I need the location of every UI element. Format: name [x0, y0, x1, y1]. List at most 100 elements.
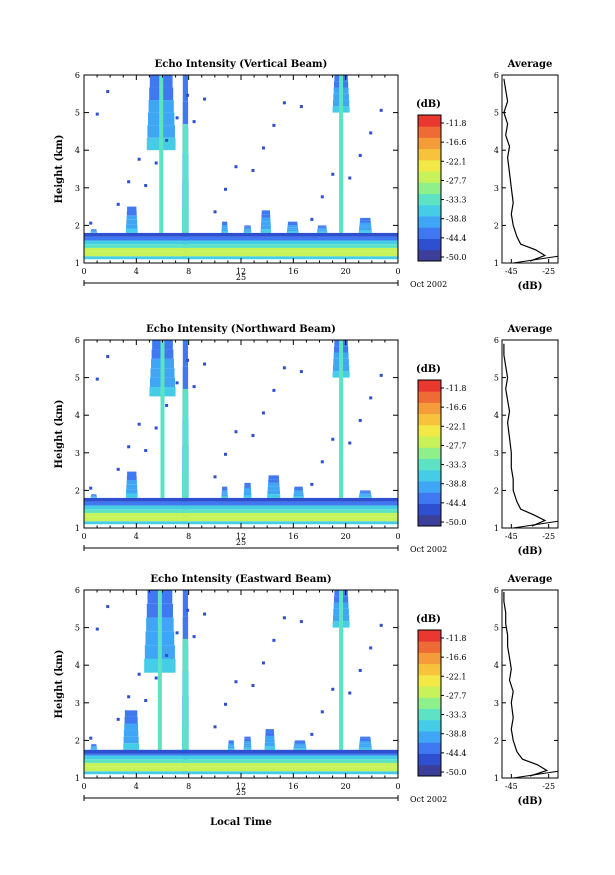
x-tick-label: 20 — [341, 267, 351, 276]
colorbar-tick-label: -27.7 — [446, 441, 467, 450]
chart-title: Echo Intensity (Eastward Beam) — [150, 574, 331, 585]
echo-plume-cell — [261, 217, 271, 222]
echo-plume-cell — [90, 231, 97, 232]
y-tick-label: 2 — [75, 486, 80, 495]
echo-speckle — [272, 638, 276, 642]
colorbar-segment — [418, 227, 441, 239]
echo-plume-cell — [293, 494, 304, 497]
y-tick-label: 2 — [75, 221, 80, 230]
y-tick-label: 5 — [75, 374, 80, 383]
echo-plume-cell — [125, 228, 138, 233]
echo-plume-cell — [228, 740, 234, 742]
echo-plume-cell — [91, 229, 97, 230]
echo-plume-cell — [286, 231, 299, 233]
average-x-tick-label: -25 — [542, 782, 555, 791]
echo-plume-cell — [359, 222, 372, 226]
colorbar-segment — [418, 742, 441, 754]
y-tick-label: 1 — [75, 524, 80, 533]
echo-plume-cell — [294, 486, 303, 489]
average-x-axis-label: (dB) — [518, 546, 543, 557]
echo-plume-cell — [360, 217, 371, 221]
echo-plume-cell — [267, 482, 280, 487]
echo-plume-cell — [358, 230, 372, 233]
average-profile-line — [503, 591, 549, 777]
y-tick-label: 3 — [75, 699, 80, 708]
echo-plume-cell — [123, 736, 139, 744]
y-tick-label: 6 — [75, 336, 80, 345]
colorbar-segment — [418, 630, 441, 642]
x-tick-label: 12 — [236, 782, 246, 791]
average-y-tick-label: 1 — [494, 774, 499, 783]
colorbar-tick-label: -50.0 — [446, 768, 467, 777]
echo-plume-cell — [182, 101, 189, 128]
echo-speckle — [137, 157, 141, 161]
colorbar-tick-label: -22.1 — [446, 672, 467, 681]
echo-plume-cell — [293, 746, 307, 749]
echo-speckle — [89, 736, 93, 740]
echo-column — [182, 638, 189, 775]
echo-plume-cell — [287, 225, 298, 228]
echo-speckle — [261, 661, 265, 665]
colorbar-segment — [418, 686, 441, 698]
echo-speckle — [369, 131, 373, 135]
x-tick-label: 20 — [341, 782, 351, 791]
echo-speckle — [379, 623, 383, 627]
echo-plume-cell — [228, 743, 235, 746]
colorbar-segment — [418, 182, 441, 195]
colorbar-tick-label: -38.8 — [446, 480, 467, 489]
boundary-layer-band — [84, 251, 398, 257]
echo-plume-cell — [261, 221, 271, 226]
colorbar-tick-label: -50.0 — [446, 253, 467, 262]
date-label: Oct 2002 — [410, 545, 447, 554]
echo-speckle — [95, 377, 99, 381]
colorbar-tick-label: -33.3 — [446, 711, 467, 720]
y-tick-label: 1 — [75, 774, 80, 783]
echo-plume-cell — [244, 487, 251, 491]
echo-plume-cell — [182, 590, 188, 617]
echo-plume-cell — [243, 747, 252, 750]
echo-plume-cell — [317, 229, 327, 231]
colorbar-segment — [418, 380, 441, 392]
average-y-tick-label: 1 — [494, 259, 499, 268]
echo-plume-cell — [244, 226, 251, 228]
x-tick-label: 0 — [81, 532, 86, 541]
echo-plume-cell — [90, 748, 98, 750]
echo-plume-cell — [244, 485, 251, 488]
day-label: 25 — [236, 538, 246, 547]
echo-plume-cell — [221, 488, 228, 491]
echo-speckle — [282, 366, 286, 370]
average-x-tick-label: -25 — [542, 267, 555, 276]
echo-speckle — [234, 165, 238, 169]
echo-speckle — [95, 112, 99, 116]
echo-speckle — [379, 373, 383, 377]
colorbar-tick-label: -50.0 — [446, 518, 467, 527]
echo-speckle — [144, 184, 148, 188]
average-y-tick-label: 2 — [494, 736, 499, 745]
boundary-layer-band — [84, 236, 398, 241]
echo-plume-cell — [317, 230, 328, 232]
echo-speckle — [192, 120, 196, 124]
y-tick-label: 1 — [75, 259, 80, 268]
echo-plume-cell — [293, 748, 307, 750]
x-tick-label: 4 — [134, 782, 139, 791]
average-x-tick-label: -25 — [542, 532, 555, 541]
echo-plume-cell — [316, 231, 328, 233]
average-profile-surface-trace — [513, 520, 559, 529]
colorbar-segment — [418, 447, 441, 460]
boundary-layer-band — [84, 509, 398, 513]
echo-plume-cell — [360, 490, 371, 492]
colorbar-segment — [418, 193, 441, 206]
echo-speckle — [106, 355, 110, 359]
colorbar-segment — [418, 503, 441, 516]
colorbar-tick-label: -33.3 — [446, 196, 467, 205]
colorbar-segment — [418, 469, 441, 482]
echo-plume-cell — [244, 227, 251, 230]
echo-speckle — [213, 475, 217, 479]
echo-speckle — [320, 460, 324, 464]
x-tick-label: 16 — [288, 782, 298, 791]
echo-plume-cell — [359, 495, 372, 497]
echo-plume-cell — [221, 223, 228, 226]
echo-plume-cell — [228, 745, 235, 747]
colorbar-tick-label: -33.3 — [446, 461, 467, 470]
average-y-tick-label: 5 — [494, 109, 499, 118]
